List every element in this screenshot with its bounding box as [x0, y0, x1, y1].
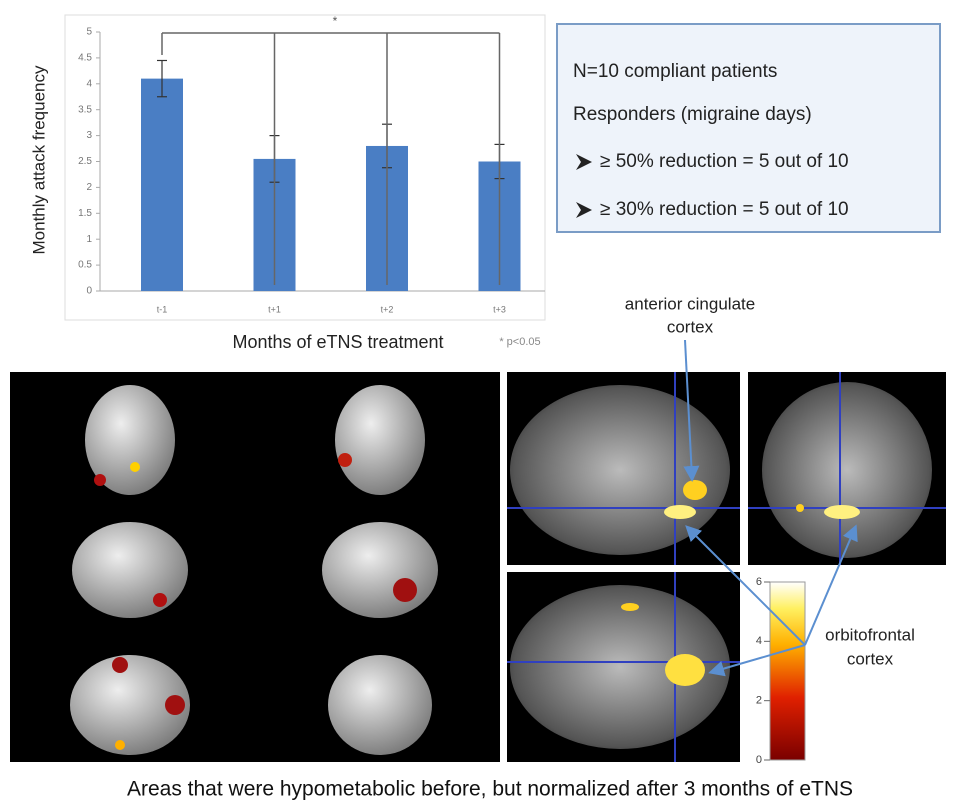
x-tick-label: t+1	[268, 304, 281, 314]
annotation: cortex	[667, 317, 714, 336]
caption: Areas that were hypometabolic before, bu…	[127, 778, 853, 801]
y-tick-label: 1.5	[78, 208, 92, 219]
figure: 0 0.5 1 1.5 2 2.5 3 3.5 4 4.5 5 t-1 t+1 t+2 t+3 Monthl…	[0, 0, 956, 806]
significance-marker: *	[333, 14, 338, 28]
chart-panel	[65, 15, 545, 320]
colorbar	[770, 582, 805, 760]
y-tick-label: 0	[86, 286, 92, 297]
y-tick-label: 2	[86, 182, 92, 193]
bar	[141, 79, 183, 291]
colorbar-ticks: 0 2 4 6	[756, 576, 770, 766]
x-axis-title: Months of eTNS treatment	[232, 332, 443, 352]
colorbar-tick-label: 0	[756, 754, 762, 766]
annotation: orbitofrontal	[825, 625, 915, 644]
annotation: anterior cingulate	[625, 294, 755, 313]
y-axis-title: Monthly attack frequency	[29, 65, 48, 254]
colorbar-tick-label: 6	[756, 576, 762, 588]
y-tick-label: 4.5	[78, 53, 92, 64]
page: 0 0.5 1 1.5 2 2.5 3 3.5 4 4.5 5 t-1 t+1 t+2 t+3 Monthl…	[0, 0, 956, 811]
y-tick-label: 1	[86, 234, 92, 245]
y-tick-label: 3	[86, 130, 92, 141]
summary-line: Responders (migraine days)	[573, 104, 812, 125]
x-tick-label: t+2	[381, 304, 394, 314]
significance-note: * p<0.05	[499, 336, 540, 348]
colorbar-tick-label: 4	[756, 635, 762, 647]
y-tick-label: 5	[86, 27, 92, 38]
summary-line: ≥ 30% reduction = 5 out of 10	[600, 199, 849, 220]
annotation: cortex	[847, 649, 894, 668]
summary-line: N=10 compliant patients	[573, 61, 777, 82]
x-tick-label: t-1	[157, 304, 168, 314]
x-tick-label: t+3	[493, 304, 506, 314]
summary-line: ≥ 50% reduction = 5 out of 10	[600, 151, 849, 172]
colorbar-tick-label: 2	[756, 695, 762, 707]
y-tick-label: 3.5	[78, 104, 92, 115]
y-tick-label: 2.5	[78, 156, 92, 167]
y-tick-label: 4	[86, 78, 92, 89]
y-tick-label: 0.5	[78, 260, 92, 271]
